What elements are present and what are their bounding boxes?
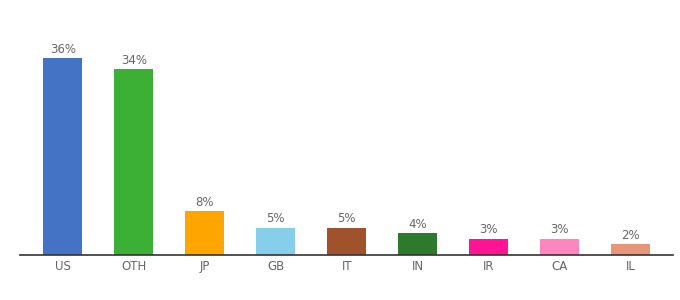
Text: 4%: 4% xyxy=(409,218,427,231)
Text: 5%: 5% xyxy=(267,212,285,225)
Bar xyxy=(540,238,579,255)
Text: 8%: 8% xyxy=(196,196,214,209)
Bar xyxy=(256,228,295,255)
Text: 2%: 2% xyxy=(622,229,640,242)
Bar xyxy=(327,228,367,255)
Text: 3%: 3% xyxy=(479,224,498,236)
Text: 3%: 3% xyxy=(550,224,569,236)
Bar xyxy=(44,58,82,255)
Bar xyxy=(114,69,154,255)
Text: 34%: 34% xyxy=(121,54,147,67)
Bar xyxy=(469,238,508,255)
Bar xyxy=(398,233,437,255)
Bar xyxy=(611,244,650,255)
Text: 5%: 5% xyxy=(337,212,356,225)
Text: 36%: 36% xyxy=(50,43,76,56)
Bar xyxy=(186,211,224,255)
